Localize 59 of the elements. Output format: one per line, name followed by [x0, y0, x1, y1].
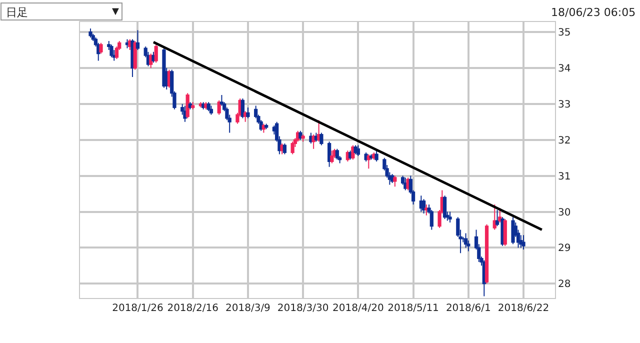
- candlestick: [374, 150, 378, 162]
- candlestick: [206, 102, 210, 112]
- candlestick: [99, 42, 103, 54]
- candlestick: [354, 144, 358, 155]
- candlestick: [356, 144, 360, 157]
- y-tick-label: 31: [558, 171, 571, 182]
- candlestick: [484, 224, 489, 284]
- candlestick: [209, 105, 214, 116]
- x-tick-label: 2018/6/1: [446, 303, 491, 314]
- candlestick: [464, 232, 468, 248]
- candlestick: [191, 102, 195, 110]
- candlestick: [154, 44, 158, 64]
- candlestick: [442, 195, 447, 220]
- y-tick-label: 33: [558, 99, 571, 110]
- candlestick: [330, 150, 334, 164]
- candlestick: [282, 142, 287, 155]
- candlestick: [183, 105, 187, 122]
- candlestick: [393, 175, 397, 188]
- candlestick: [240, 98, 245, 119]
- candlestick: [88, 28, 92, 38]
- candlestick: [335, 148, 339, 160]
- candlestick: [217, 100, 221, 116]
- x-tick-label: 2018/2/16: [167, 303, 218, 314]
- y-tick-label: 32: [558, 135, 571, 146]
- x-tick-label: 2018/3/9: [226, 303, 270, 314]
- text: 18/06/23 06:05: [551, 6, 636, 19]
- candlestick: [366, 154, 370, 170]
- x-tick-label: 2018/4/20: [332, 303, 384, 314]
- y-tick-label: 35: [558, 28, 571, 39]
- y-tick-label: 34: [558, 64, 571, 74]
- candlestick: [264, 123, 268, 130]
- candlestick: [246, 107, 250, 119]
- candlestick: [301, 134, 305, 142]
- y-tick-label: 29: [558, 243, 571, 254]
- candlestick: [110, 44, 114, 58]
- x-tick-label: 2018/6/22: [498, 303, 550, 314]
- candlestick: [320, 132, 324, 146]
- candlestick: [503, 218, 507, 246]
- candlestick: [317, 120, 321, 142]
- candlestick: [298, 130, 302, 140]
- candlestick: [422, 198, 426, 214]
- candlestick: [424, 204, 428, 216]
- candlestick: [492, 204, 496, 230]
- candlestick: [186, 92, 190, 119]
- x-tick-label: 2018/3/30: [277, 303, 329, 314]
- x-tick-label: 2018/5/11: [388, 303, 439, 314]
- candlestick: [448, 211, 452, 224]
- y-tick-label: 30: [558, 207, 571, 218]
- candlestick: [133, 40, 137, 70]
- candlestick: [290, 141, 294, 155]
- text: 日足: [6, 6, 28, 19]
- text: ▼: [112, 7, 119, 17]
- candlestick: [136, 30, 140, 51]
- candlestick: [522, 234, 526, 250]
- candlestick: [152, 51, 156, 64]
- x-tick-label: 2018/1/26: [112, 303, 164, 314]
- candlestick: [328, 141, 332, 168]
- y-tick-label: 28: [558, 279, 571, 290]
- candlestick: [162, 48, 166, 88]
